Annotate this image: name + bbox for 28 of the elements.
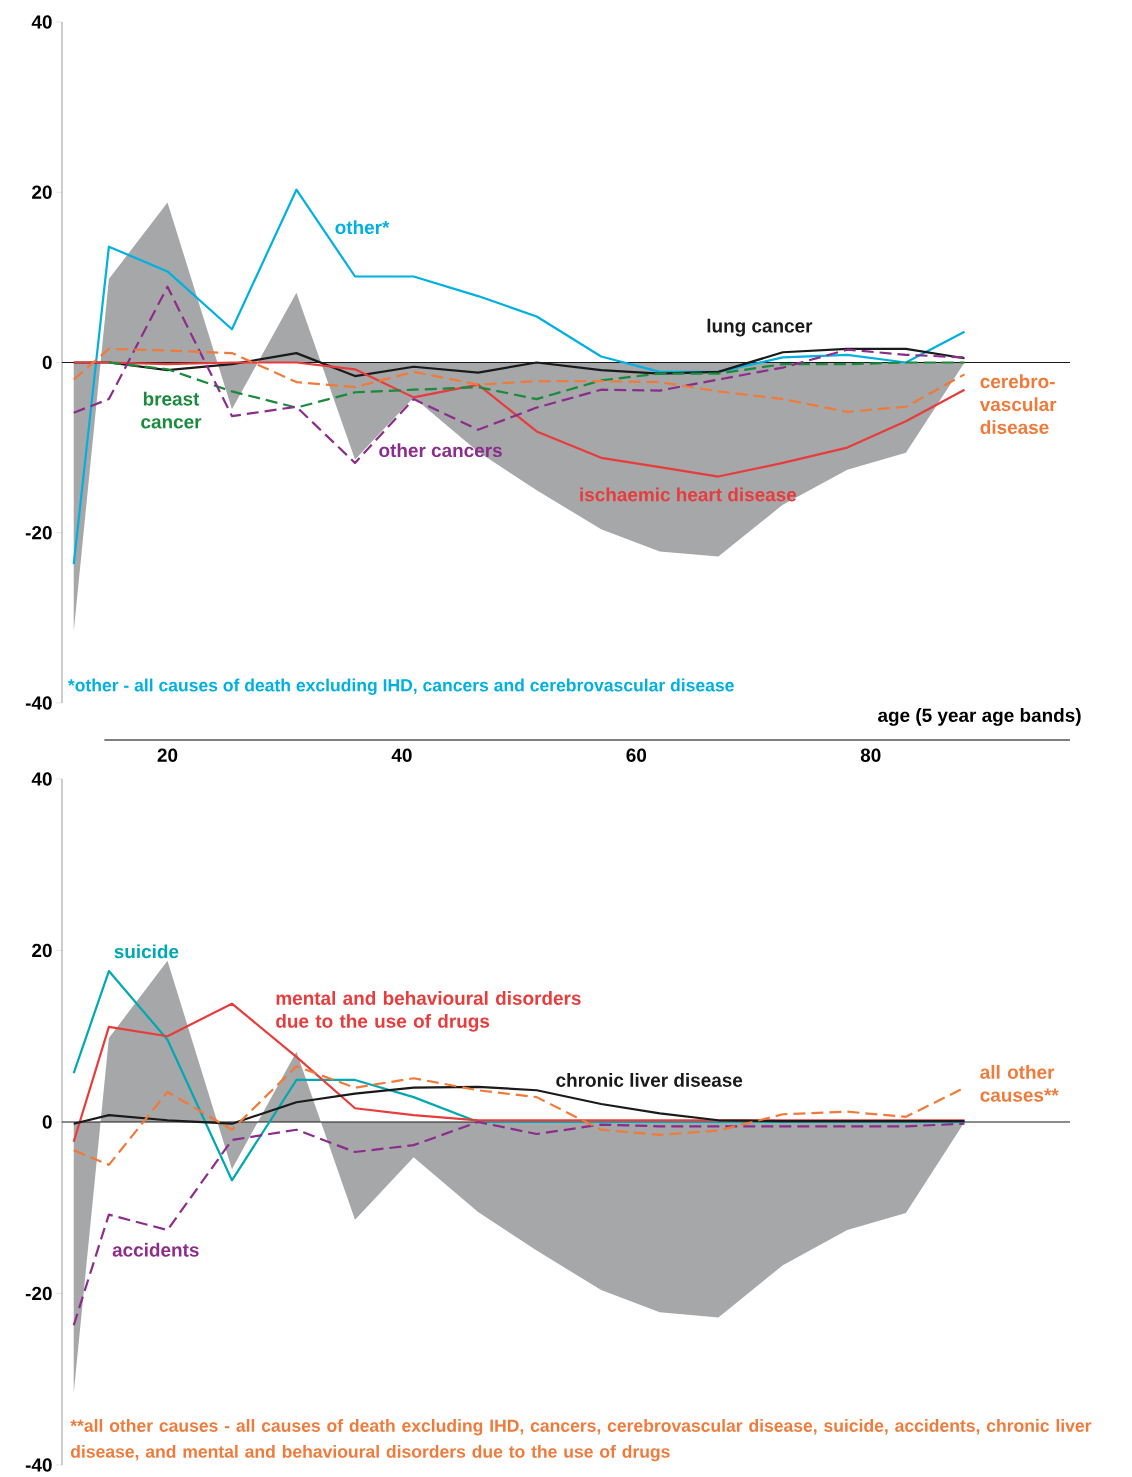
y-tick-label: 0 — [42, 355, 52, 370]
y-tick-label: -20 — [25, 1286, 52, 1301]
series-label: chronic liver disease — [556, 1073, 743, 1087]
series-label: cerebro-vascular disease — [979, 374, 1057, 435]
annotation: **all other causes - all causes of death excluding IHD, cancers, cerebrovascular disease, suicide, accidents, chronic liver disease, and mental and behavioural disorders due to the use of drugs — [70, 1419, 1092, 1462]
y-tick-label: 0 — [42, 1115, 52, 1129]
y-tick-label: 20 — [32, 185, 52, 199]
series-label: accidents — [112, 1242, 199, 1257]
series-label: other* — [335, 220, 390, 235]
y-tick-label: 20 — [32, 943, 52, 958]
x-tick-label: 80 — [860, 748, 881, 762]
series-label: other cancers — [379, 443, 502, 458]
series-label: lung cancer — [707, 318, 813, 337]
annotation: *other - all causes of death excluding IHD, cancers and cerebrovascular disease — [67, 678, 734, 696]
series-label: all other causes** — [980, 1065, 1059, 1102]
x-axis-title: age (5 year age bands) — [878, 708, 1081, 726]
y-tick-label: 40 — [31, 772, 52, 786]
y-tick-label: -40 — [25, 696, 52, 710]
x-tick-label: 60 — [626, 748, 647, 762]
series-label: suicide — [114, 944, 179, 959]
y-tick-label: 40 — [31, 15, 52, 29]
series-label: ischaemic heart disease — [580, 487, 797, 502]
x-tick-label: 40 — [391, 748, 412, 762]
series-label: breast cancer — [141, 391, 202, 429]
y-tick-label: -40 — [25, 1458, 52, 1472]
series-label: mental and behavioural disorders due to the use of drugs — [276, 991, 581, 1032]
y-tick-label: -20 — [25, 526, 52, 540]
x-tick-label: 20 — [157, 748, 178, 762]
